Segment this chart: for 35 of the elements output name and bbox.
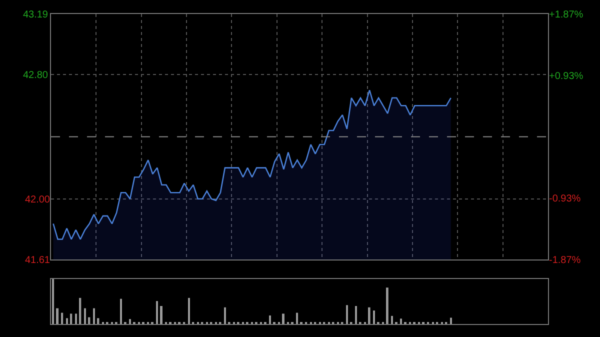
bar [156, 301, 158, 324]
bar [224, 307, 226, 324]
bar [56, 308, 59, 324]
bar [160, 306, 162, 324]
y2-tick-label: -1.87% [549, 254, 581, 266]
bar [84, 308, 86, 324]
y-tick-label: 41.61 [24, 254, 50, 266]
bar [368, 307, 370, 324]
bar [296, 312, 298, 324]
bar [450, 318, 452, 324]
y-tick-label: 43.19 [22, 10, 48, 20]
bar [75, 314, 77, 324]
y-tick-label: 42.00 [24, 194, 50, 206]
bar [70, 314, 72, 324]
y2-tick-label: +1.87% [549, 10, 584, 20]
bar [79, 298, 82, 324]
y-tick-label: 42.80 [22, 70, 48, 82]
bar [61, 312, 64, 324]
bar [282, 314, 284, 324]
bar [391, 316, 393, 324]
bar [386, 288, 388, 324]
bar [355, 306, 357, 324]
bar [66, 318, 68, 324]
bar [188, 298, 190, 324]
bar [346, 305, 348, 324]
bar [52, 279, 54, 324]
y2-tick-label: +0.93% [549, 71, 584, 82]
bar [373, 310, 375, 324]
bar [400, 318, 402, 324]
bar [120, 298, 122, 324]
bar [129, 319, 131, 324]
y2-tick-label: -0.93% [549, 193, 581, 204]
bar [97, 318, 100, 324]
bar [93, 308, 95, 324]
bar [269, 315, 271, 324]
